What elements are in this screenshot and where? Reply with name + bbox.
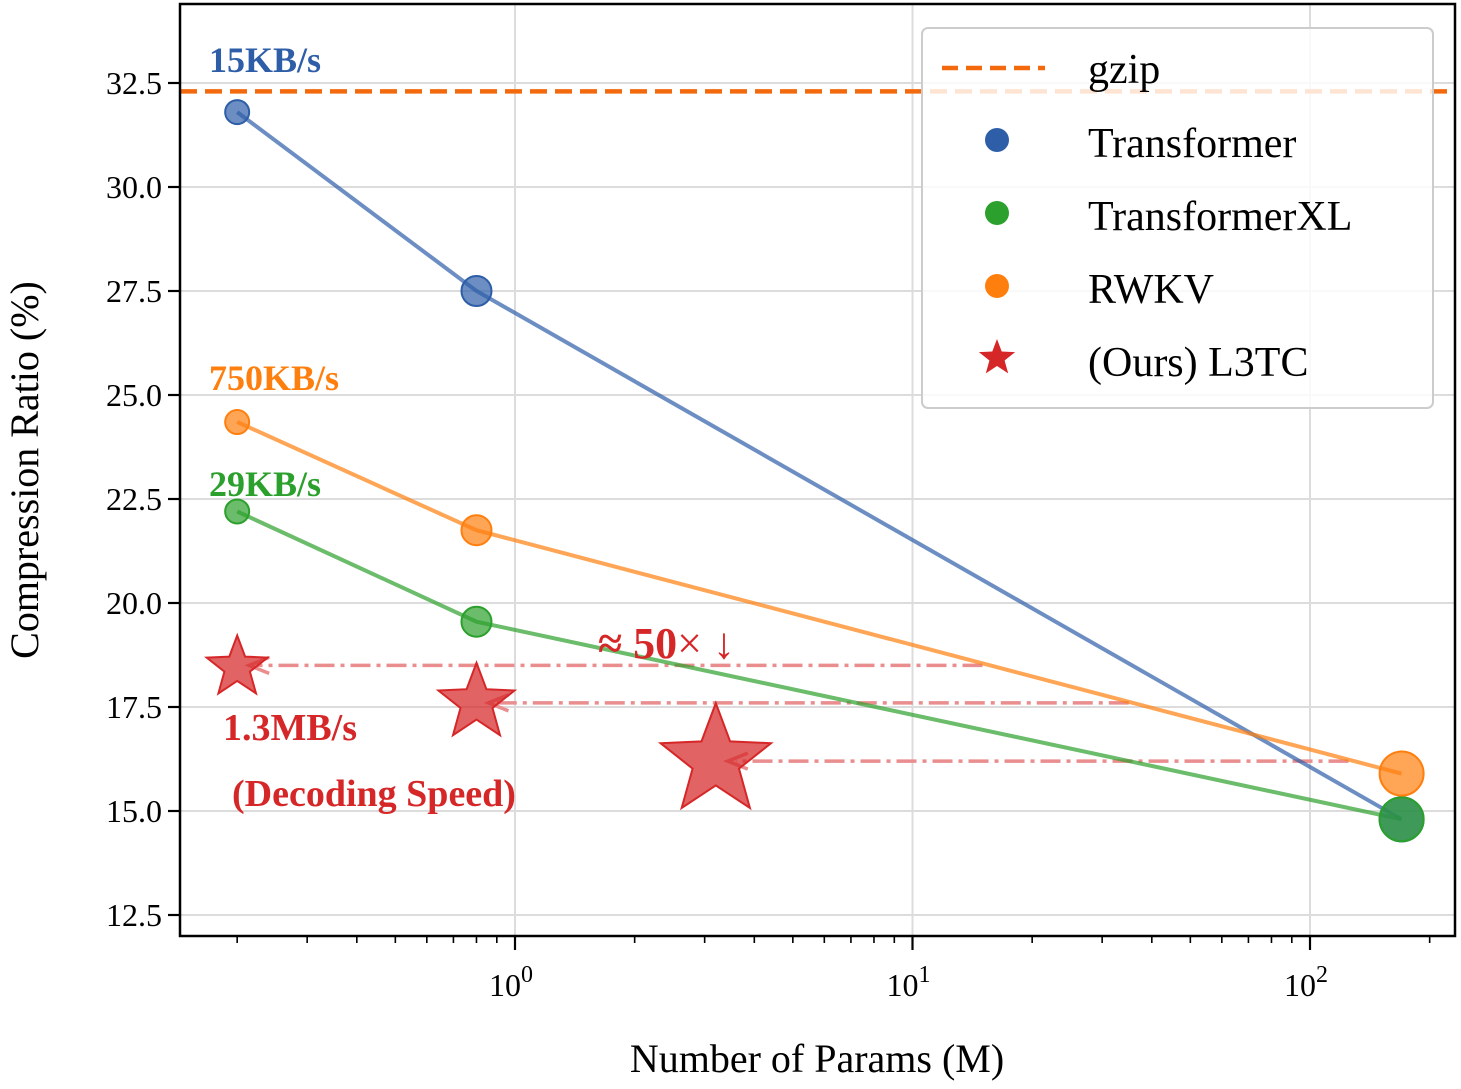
x-tick-exponent: 1	[919, 962, 931, 988]
x-axis-label: Number of Params (M)	[630, 1036, 1004, 1081]
transformerxl-point	[460, 605, 493, 638]
y-tick-label: 32.5	[106, 65, 162, 101]
rwkv-point	[1378, 750, 1425, 797]
y-tick-label: 17.5	[106, 689, 162, 725]
legend: gzip Transformer TransformerXL RWKV (Our…	[921, 27, 1434, 409]
legend-l3tc-label: (Ours) L3TC	[1088, 340, 1308, 386]
legend-transformer-label: Transformer	[1088, 121, 1296, 167]
x-tick-exponent: 2	[1316, 962, 1328, 988]
legend-rwkv-swatch	[985, 274, 1009, 298]
legend-transformerxl-swatch	[985, 201, 1009, 225]
l3tc-speed-label: 1.3MB/s	[223, 707, 357, 749]
transformerxl-speed-label: 29KB/s	[209, 464, 321, 504]
reduction-suffix: × ↓	[677, 619, 735, 668]
plot-frame	[178, 2, 1457, 938]
legend-box	[921, 27, 1434, 409]
y-axis-label: Compression Ratio (%)	[2, 281, 47, 659]
y-tick-label: 15.0	[106, 793, 162, 829]
x-tick-base: 10	[489, 967, 521, 1003]
y-tick-label: 27.5	[106, 273, 162, 309]
transformer-point	[224, 99, 251, 126]
x-tick-base: 10	[887, 967, 919, 1003]
y-tick-label: 20.0	[106, 585, 162, 621]
legend-transformerxl-label: TransformerXL	[1088, 194, 1352, 240]
legend-transformer-swatch	[985, 128, 1009, 152]
y-tick-label: 30.0	[106, 169, 162, 205]
transformer-point	[460, 275, 493, 307]
rwkv-point	[224, 409, 251, 436]
legend-l3tc-star-icon	[978, 339, 1016, 374]
reduction-annotation: ≈ 50× ↓	[598, 619, 735, 668]
rwkv-point	[460, 514, 493, 547]
legend-gzip-label: gzip	[1088, 47, 1160, 93]
x-tick-exponent: 0	[521, 962, 533, 988]
transformerxl-point	[1378, 796, 1425, 843]
transformerxl-point	[224, 498, 251, 525]
axis-ticks	[168, 81, 1431, 950]
reduction-prefix: ≈ 50	[598, 619, 677, 668]
x-tick-label: 102	[1284, 962, 1328, 1003]
y-tick-label: 25.0	[106, 377, 162, 413]
reduction-arrows	[244, 655, 1349, 771]
ours-l3tc-star-point	[657, 700, 774, 811]
series-markers	[203, 99, 1425, 843]
ours-l3tc-star-point	[203, 632, 271, 696]
x-tick-label: 101	[887, 962, 931, 1003]
y-tick-label: 22.5	[106, 481, 162, 517]
x-tick-base: 10	[1284, 967, 1316, 1003]
rwkv-speed-label: 750KB/s	[209, 358, 339, 398]
y-tick-label: 12.5	[106, 897, 162, 933]
x-tick-label: 100	[489, 962, 533, 1003]
ours-l3tc-star-point	[435, 659, 518, 738]
decoding-speed-label: (Decoding Speed)	[232, 773, 516, 815]
legend-rwkv-label: RWKV	[1088, 267, 1214, 313]
transformer-speed-label: 15KB/s	[209, 40, 321, 80]
